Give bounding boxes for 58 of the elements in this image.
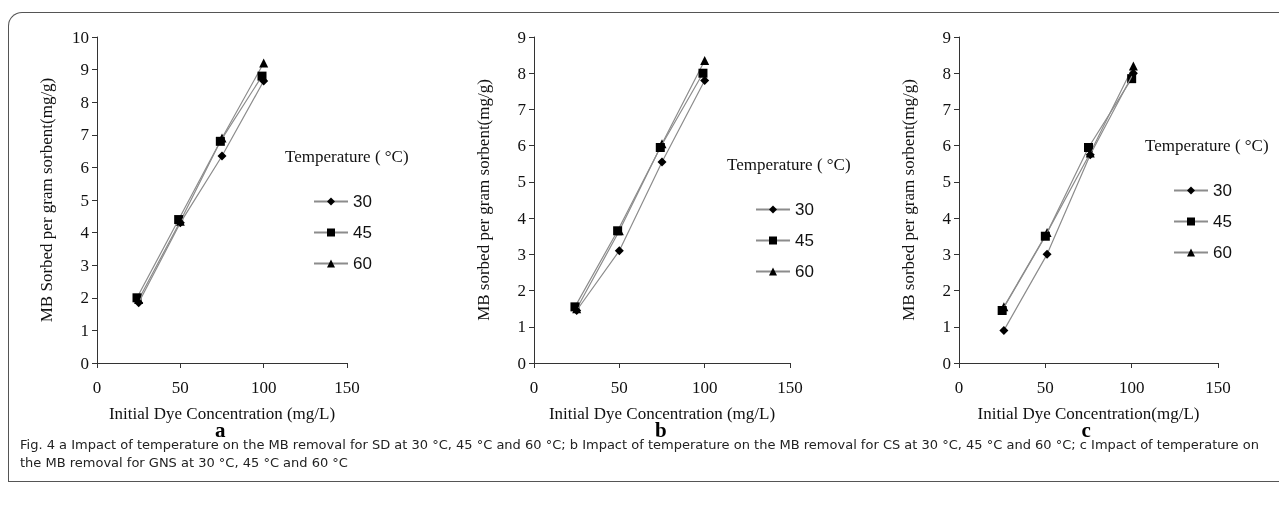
y-tick-label: 1 [942,317,951,337]
x-tick-label: 150 [334,378,360,397]
x-tick-label: 0 [92,378,102,397]
y-tick-label: 9 [517,27,526,47]
x-tick-label: 100 [250,378,277,397]
y-tick-label: 7 [80,125,90,145]
legend-label: 30 [1213,181,1232,200]
y-tick-label: 5 [517,172,526,192]
legend-label: 60 [1213,243,1232,262]
y-tick-label: 1 [80,320,89,340]
y-tick-label: 4 [942,208,952,228]
legend-label: 60 [795,262,814,281]
y-tick-label: 6 [517,136,526,156]
y-axis-title: MB sorbed per gram sorbent(mg/g) [474,79,493,321]
x-tick-label: 50 [610,378,628,397]
y-tick-label: 5 [80,190,89,210]
y-tick-label: 3 [517,244,526,264]
legend-label: 30 [795,200,814,219]
y-tick-label: 7 [517,99,527,119]
x-tick-label: 0 [954,378,964,397]
y-tick-label: 8 [942,63,951,83]
y-tick-label: 4 [517,208,527,228]
legend-label: 45 [795,231,814,250]
y-tick-label: 2 [942,281,951,301]
x-tick-label: 100 [691,378,718,397]
legend-title: Temperature ( °C) [1145,136,1269,155]
y-tick-label: 2 [80,288,89,308]
y-tick-label: 3 [80,255,89,275]
y-tick-label: 8 [80,92,89,112]
y-tick-label: 5 [942,172,951,192]
y-tick-label: 9 [80,60,89,80]
y-tick-label: 0 [80,353,89,373]
y-axis-title: MB Sorbed per gram sorbent(mg/g) [37,77,56,323]
y-tick-label: 4 [80,223,90,243]
y-axis-title: MB sorbed per gram sorbent(mg/g) [899,79,918,321]
y-tick-label: 7 [942,99,952,119]
y-tick-label: 0 [517,353,526,373]
y-tick-label: 1 [517,317,526,337]
y-tick-label: 9 [942,27,951,47]
x-tick-label: 150 [777,378,803,397]
y-tick-label: 6 [942,136,951,156]
legend-label: 45 [353,223,372,242]
x-tick-label: 100 [1118,378,1145,397]
y-tick-label: 8 [517,63,526,83]
y-tick-label: 0 [942,353,951,373]
y-tick-label: 6 [80,157,89,177]
x-tick-label: 0 [529,378,539,397]
x-tick-label: 50 [1036,378,1054,397]
y-tick-label: 2 [517,281,526,301]
x-tick-label: 50 [171,378,189,397]
legend-label: 45 [1213,212,1232,231]
y-tick-label: 10 [72,27,89,47]
legend-title: Temperature ( °C) [727,155,851,174]
legend-title: Temperature ( °C) [285,147,409,166]
y-tick-label: 3 [942,244,951,264]
x-tick-label: 150 [1205,378,1231,397]
legend-label: 60 [353,254,372,273]
legend-label: 30 [353,192,372,211]
